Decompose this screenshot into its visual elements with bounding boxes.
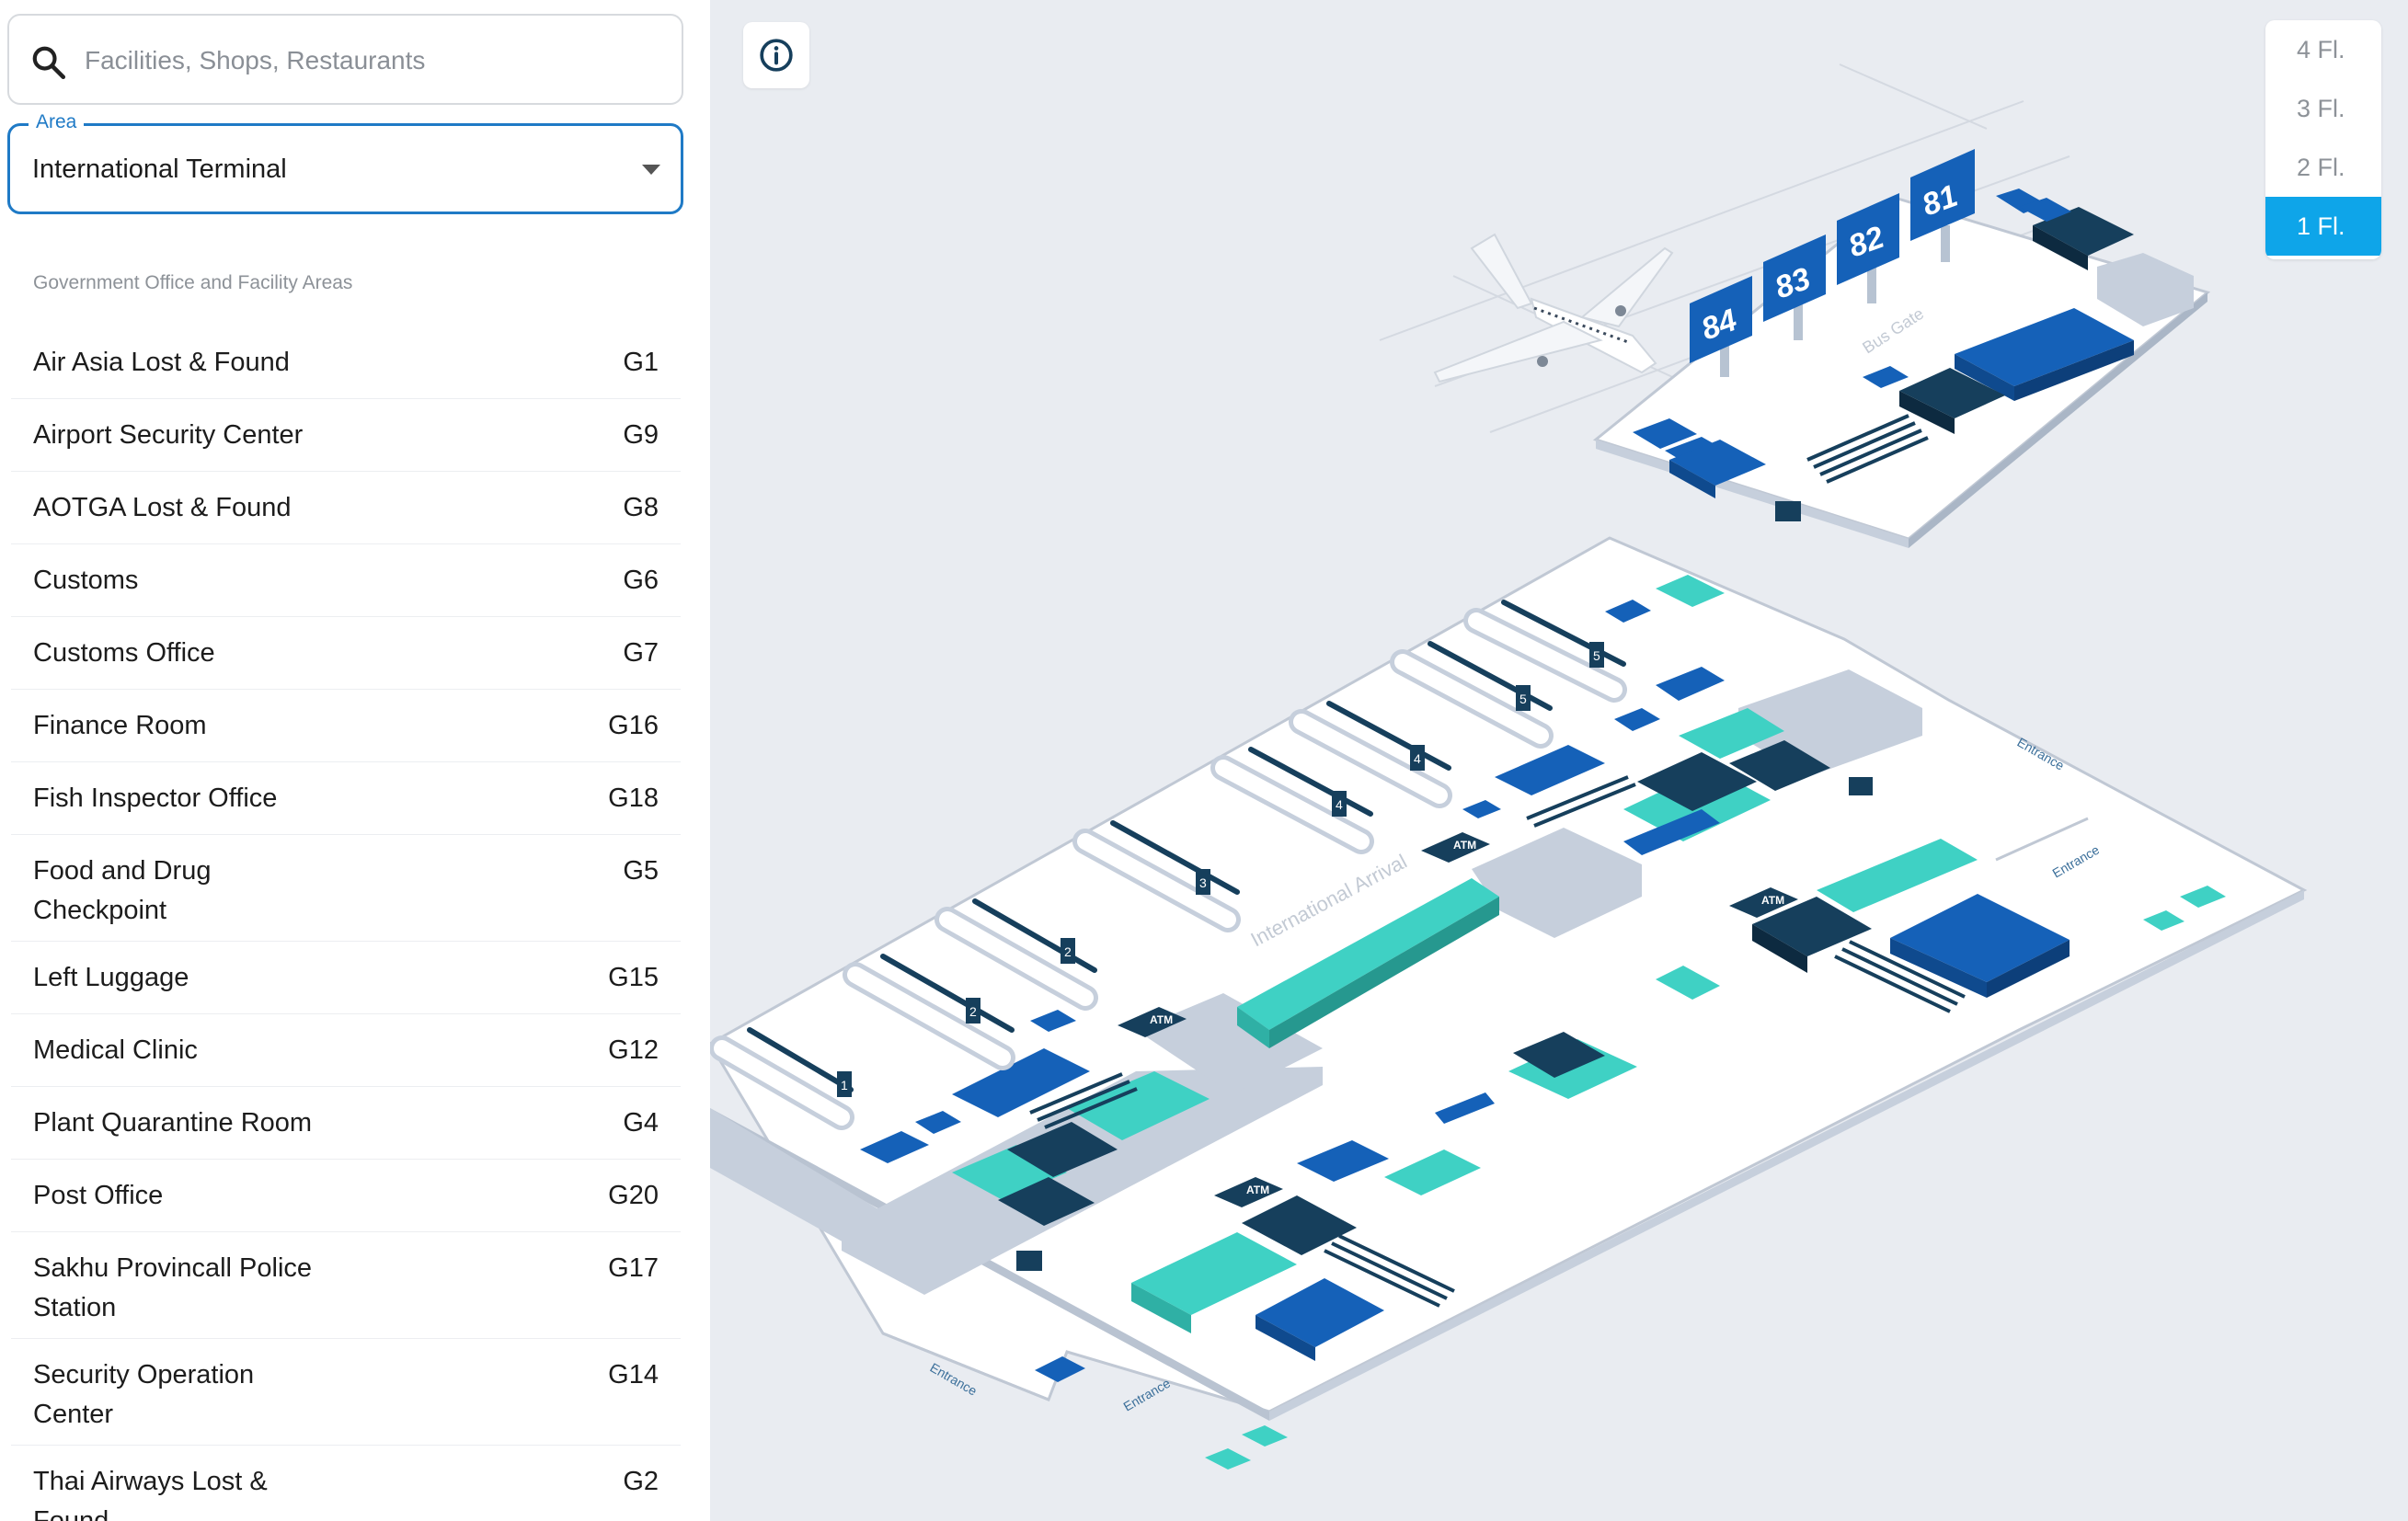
facility-name: Left Luggage: [33, 963, 189, 992]
facility-name: Plant Quarantine Room: [33, 1108, 313, 1138]
baggage-belt: 5: [1390, 641, 1554, 749]
facility-name: Customs: [33, 566, 139, 595]
entrance-label: Entrance: [1121, 1376, 1174, 1414]
facility-list-item[interactable]: Finance Room G16: [11, 690, 681, 762]
baggage-belt: 1: [710, 1027, 854, 1130]
svg-text:5: 5: [1593, 648, 1600, 663]
atm-badge: ATM: [1729, 887, 1798, 918]
facility-list-item[interactable]: AOTGA Lost & Found G8: [11, 472, 681, 544]
facility-list-item[interactable]: Fish Inspector Office G18: [11, 762, 681, 835]
facility-list-item[interactable]: Customs G6: [11, 544, 681, 617]
baggage-belt: 4: [1210, 747, 1374, 854]
floor-4-button[interactable]: 4 Fl.: [2297, 36, 2345, 63]
facility-code: G16: [608, 711, 659, 740]
facility-list-item[interactable]: Security Operation Center G14: [11, 1339, 681, 1446]
baggage-belt: 3: [1072, 820, 1241, 932]
svg-text:ATM: ATM: [1246, 1184, 1269, 1196]
baggage-belt: 2: [843, 954, 1015, 1070]
facility-code: G7: [623, 638, 659, 668]
facility-code: G2: [623, 1467, 659, 1496]
facility-list-item[interactable]: Post Office G20: [11, 1160, 681, 1232]
svg-text:4: 4: [1336, 797, 1343, 812]
svg-text:1: 1: [841, 1078, 848, 1092]
area-dropdown[interactable]: Area International Terminal: [7, 111, 683, 214]
facility-name: Sakhu Provincall Police Station: [33, 1253, 313, 1322]
svg-text:5: 5: [1519, 692, 1527, 706]
facility-name: Medical Clinic: [33, 1035, 198, 1065]
svg-text:3: 3: [1199, 875, 1207, 890]
facility-code: G6: [623, 566, 659, 595]
facility-name: Fish Inspector Office: [33, 783, 278, 813]
caret-down-icon: [642, 165, 660, 175]
section-header: Government Office and Facility Areas: [33, 272, 353, 293]
search-box[interactable]: [7, 14, 683, 105]
bus-gate-platform: Bus Gate: [1592, 189, 2211, 548]
baggage-belt: 2: [935, 898, 1098, 1011]
info-button[interactable]: [743, 22, 809, 88]
facility-code: G9: [623, 420, 659, 450]
facility-name: Air Asia Lost & Found: [33, 348, 290, 377]
airplane-icon: [1433, 233, 1674, 383]
facility-code: G5: [623, 856, 659, 886]
facility-code: G12: [608, 1035, 659, 1065]
facility-list-item[interactable]: Airport Security Center G9: [11, 399, 681, 472]
floor-selector: 4 Fl. 3 Fl. 2 Fl. 1 Fl.: [2265, 20, 2381, 259]
area-selected-value: International Terminal: [32, 154, 287, 184]
facility-code: G14: [608, 1360, 659, 1389]
facility-code: G17: [608, 1253, 659, 1283]
facility-name: Airport Security Center: [33, 420, 304, 450]
atm-badge: ATM: [1421, 832, 1490, 863]
svg-text:ATM: ATM: [1453, 839, 1476, 852]
facility-name: Customs Office: [33, 638, 215, 668]
info-icon: [760, 39, 793, 72]
gate-sign-82: 82: [1837, 193, 1899, 303]
atm-badge: ATM: [1118, 1007, 1187, 1037]
svg-text:2: 2: [1064, 944, 1072, 959]
search-input[interactable]: [83, 34, 657, 87]
gate-sign-84: 84: [1690, 276, 1752, 377]
area-label: Area: [29, 111, 85, 133]
facility-name: Finance Room: [33, 711, 207, 740]
floor-3-button[interactable]: 3 Fl.: [2297, 95, 2345, 122]
gate-sign-81: 81: [1910, 149, 1975, 262]
facility-list-item[interactable]: Food and Drug Checkpoint G5: [11, 835, 681, 942]
facility-name: Security Operation Center: [33, 1360, 255, 1429]
facility-name: Post Office: [33, 1181, 164, 1210]
facility-list-item[interactable]: Medical Clinic G12: [11, 1014, 681, 1087]
facility-code: G1: [623, 348, 659, 377]
svg-text:4: 4: [1414, 751, 1421, 766]
facility-list-item[interactable]: Air Asia Lost & Found G1: [11, 326, 681, 399]
facility-list: Air Asia Lost & Found G1 Airport Securit…: [11, 326, 681, 1521]
floor-1-button[interactable]: 1 Fl.: [2265, 197, 2381, 256]
facility-list-item[interactable]: Sakhu Provincall Police Station G17: [11, 1232, 681, 1339]
facility-code: G8: [623, 493, 659, 522]
svg-text:ATM: ATM: [1761, 894, 1784, 907]
facility-code: G20: [608, 1181, 659, 1210]
facility-list-item[interactable]: Customs Office G7: [11, 617, 681, 690]
baggage-belt: 4: [1289, 701, 1452, 808]
facility-name: Food and Drug Checkpoint: [33, 856, 212, 925]
terminal-map[interactable]: Bus Gate 84: [710, 0, 2408, 1521]
gate-sign-83: 83: [1763, 234, 1826, 340]
facility-code: G15: [608, 963, 659, 992]
facility-name: AOTGA Lost & Found: [33, 493, 292, 522]
gate-signs: 84 83 82 81: [1690, 149, 1975, 377]
baggage-belt: 5: [1463, 600, 1627, 703]
svg-text:ATM: ATM: [1150, 1013, 1173, 1026]
baggage-belts: 1 2 2 3 4: [710, 600, 1627, 1130]
facility-name: Thai Airways Lost & Found: [33, 1467, 268, 1521]
atm-badge: ATM: [1214, 1177, 1283, 1207]
svg-text:2: 2: [969, 1004, 977, 1019]
main-terminal-floor: ATM ATM ATM ATM International Arrival En…: [710, 536, 2308, 1470]
facility-code: G4: [623, 1108, 659, 1138]
floor-2-button[interactable]: 2 Fl.: [2297, 154, 2345, 181]
search-icon: [32, 46, 66, 80]
facility-list-item[interactable]: Left Luggage G15: [11, 942, 681, 1014]
sidebar: Area International Terminal Government O…: [0, 0, 710, 1521]
facility-code: G18: [608, 783, 659, 813]
facility-list-item[interactable]: Thai Airways Lost & Found G2: [11, 1446, 681, 1521]
facility-list-item[interactable]: Plant Quarantine Room G4: [11, 1087, 681, 1160]
